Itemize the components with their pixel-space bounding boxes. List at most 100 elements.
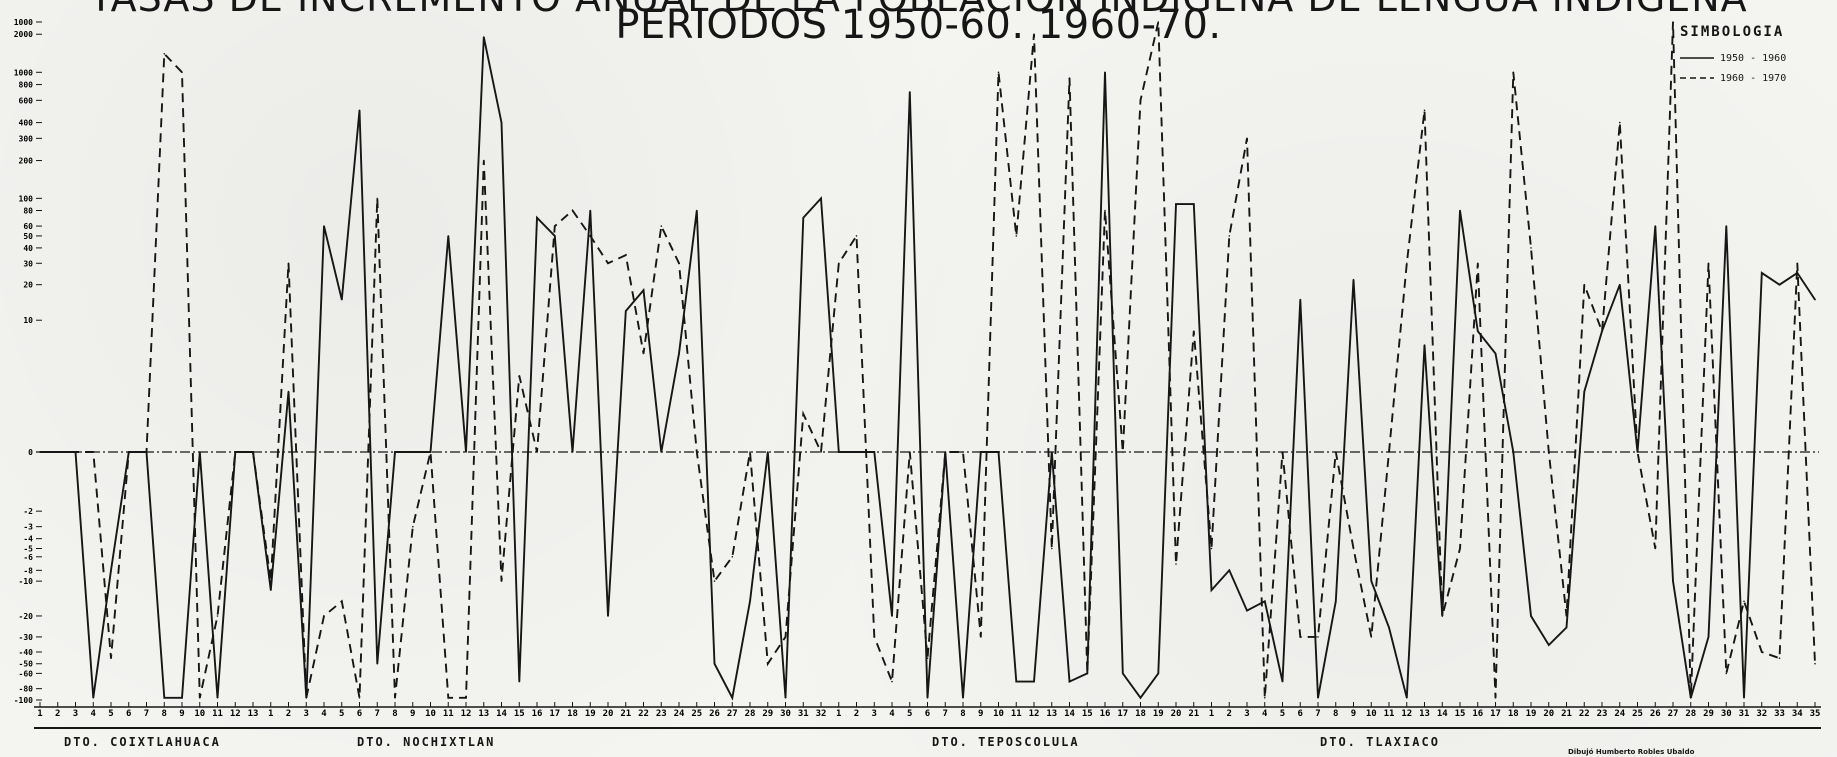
x-tick-label: 1 [836, 709, 841, 719]
y-tick-label: 20 [23, 281, 33, 290]
data-point-1950-1960 [341, 298, 343, 301]
data-point-1950-1960 [1548, 644, 1550, 646]
data-point-1950-1960 [926, 697, 929, 699]
x-tick-label: 30 [780, 709, 791, 719]
data-point-1960-1970 [713, 580, 716, 582]
data-point-1960-1970 [660, 225, 663, 227]
x-tick-label: 12 [461, 709, 472, 719]
y-tick-label: -40 [19, 648, 34, 657]
y-tick-label: 200 [19, 157, 34, 166]
x-tick-label: 9 [410, 709, 415, 719]
legend-swatch-dashed [1680, 77, 1714, 79]
data-point-1950-1960 [358, 109, 361, 112]
y-tick-label: 40 [23, 244, 33, 253]
x-tick-label: 2 [854, 709, 859, 719]
data-point-1960-1970 [145, 451, 148, 453]
data-point-1950-1960 [1707, 636, 1710, 638]
x-tick-label: 17 [549, 709, 560, 719]
data-point-1960-1970 [1122, 451, 1124, 453]
y-tick-label: -50 [19, 660, 34, 669]
data-point-1960-1970 [731, 556, 734, 558]
data-point-1950-1960 [997, 451, 1000, 453]
data-point-1960-1970 [1139, 99, 1142, 102]
data-point-1950-1960 [1175, 203, 1177, 205]
data-point-1960-1970 [607, 262, 609, 265]
y-tick-label: 1000 [14, 18, 33, 27]
data-point-1960-1970 [855, 235, 858, 237]
data-point-1960-1970 [909, 451, 911, 453]
x-tick-label: 2 [55, 709, 60, 719]
x-tick-label: 24 [1614, 709, 1625, 719]
data-point-1960-1970 [465, 697, 467, 699]
x-tick-label: 35 [1810, 709, 1821, 719]
data-point-1950-1960 [376, 662, 379, 665]
y-tick-label: -60 [19, 669, 34, 678]
legend-item-1960-1970: 1960 - 1970 [1680, 68, 1830, 88]
chart-title-line-1: TASAS DE INCREMENTO ANUAL DE LA POBLACIO… [0, 0, 1837, 20]
x-tick-label: 12 [1029, 709, 1040, 719]
data-point-1950-1960 [1352, 278, 1355, 281]
data-point-1960-1970 [891, 680, 893, 683]
y-tick-label-zero: 0 [28, 448, 33, 457]
data-point-1960-1970 [554, 225, 556, 227]
data-point-1960-1970 [1761, 651, 1763, 653]
data-point-1950-1960 [731, 697, 734, 699]
data-point-1960-1970 [1601, 330, 1603, 333]
y-tick-label: 100 [19, 194, 34, 203]
data-point-1950-1960 [554, 235, 556, 237]
x-tick-label: 29 [762, 709, 773, 719]
y-tick-label: 1000 [14, 68, 33, 77]
data-point-1960-1970 [536, 451, 538, 453]
x-tick-label: 20 [1543, 709, 1554, 719]
y-tick-label: 60 [23, 222, 33, 231]
data-point-1960-1970 [749, 451, 751, 453]
x-tick-label: 14 [1437, 709, 1448, 719]
data-point-1950-1960 [1778, 283, 1781, 286]
data-point-1960-1970 [447, 697, 450, 699]
data-point-1960-1970 [1370, 636, 1373, 638]
y-tick-label: -80 [19, 685, 34, 694]
data-point-1950-1960 [1157, 672, 1160, 675]
data-point-1960-1970 [358, 697, 361, 699]
data-point-1960-1970 [1352, 547, 1355, 550]
data-point-1950-1960 [1423, 344, 1426, 346]
data-point-1960-1970 [1335, 451, 1337, 453]
x-tick-label: 17 [1117, 709, 1128, 719]
data-point-1960-1970 [873, 636, 876, 638]
x-tick-label: 4 [321, 709, 327, 719]
x-tick-label: 15 [514, 709, 525, 719]
data-point-1960-1970 [163, 53, 166, 55]
data-point-1950-1960 [891, 615, 893, 617]
data-point-1960-1970 [1015, 235, 1018, 237]
data-point-1960-1970 [589, 235, 592, 237]
data-point-1960-1970 [962, 451, 964, 453]
data-point-1960-1970 [1193, 330, 1195, 333]
data-point-1960-1970 [1494, 697, 1497, 699]
x-tick-label: 31 [1739, 709, 1750, 719]
x-tick-label: 23 [656, 709, 667, 719]
x-tick-label: 25 [691, 709, 702, 719]
data-point-1950-1960 [802, 216, 805, 219]
x-tick-label: 12 [230, 709, 241, 719]
x-tick-label: 3 [304, 709, 309, 719]
drawing-credit: Dibujó Humberto Robles Ubaldo [1568, 748, 1695, 756]
data-point-1950-1960 [1264, 600, 1266, 603]
data-point-1950-1960 [1406, 697, 1408, 699]
data-point-1960-1970 [234, 451, 237, 453]
x-tick-label: 16 [1100, 709, 1111, 719]
y-tick-label: -6 [23, 553, 33, 562]
x-tick-label: 9 [978, 709, 983, 719]
data-point-1950-1960 [625, 310, 627, 312]
data-point-1950-1960 [1530, 615, 1532, 617]
data-point-1960-1970 [1725, 672, 1728, 675]
data-point-1960-1970 [128, 451, 130, 453]
legend-label-1950-1960: 1950 - 1960 [1720, 52, 1787, 64]
legend-item-1950-1960: 1950 - 1960 [1680, 48, 1830, 68]
data-point-1950-1960 [1672, 580, 1674, 582]
x-tick-label: 16 [1472, 709, 1483, 719]
x-tick-label: 3 [1244, 709, 1249, 719]
data-point-1950-1960 [500, 121, 503, 124]
data-point-1960-1970 [92, 451, 95, 453]
x-tick-label: 2 [1227, 709, 1232, 719]
x-tick-label: 6 [925, 709, 930, 719]
